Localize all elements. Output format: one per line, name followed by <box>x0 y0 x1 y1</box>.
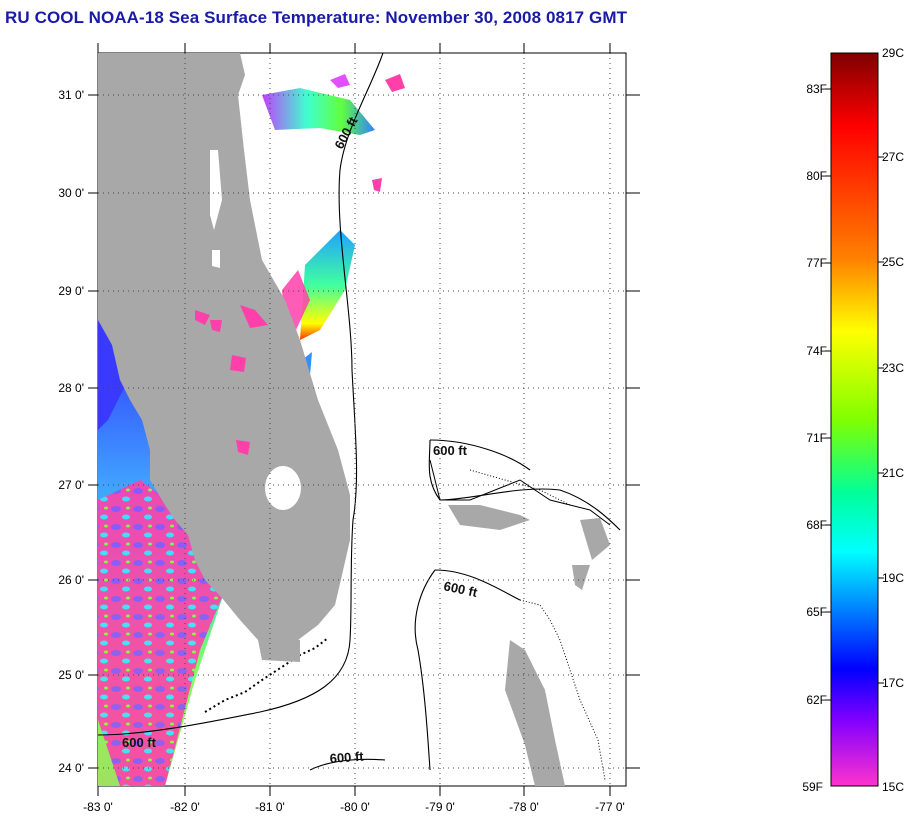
contour-label-little-bahama: 600 ft <box>433 443 468 458</box>
colorbar-label-21c: 21C <box>882 466 904 480</box>
map-title: RU COOL NOAA-18 Sea Surface Temperature:… <box>5 8 628 27</box>
bahamas-grand-bahama <box>448 505 530 530</box>
colorbar-label-83f: 83F <box>806 82 827 96</box>
lon-label-83: -83 0' <box>83 800 113 814</box>
bahamas-abaco <box>580 518 610 560</box>
longitude-ticks <box>97 43 611 796</box>
colorbar-label-25c: 25C <box>882 255 904 269</box>
colorbar-label-17c: 17C <box>882 676 904 690</box>
contour-label-southwest: 600 ft <box>122 735 157 750</box>
isobath-600ft-little-bahama <box>428 439 621 531</box>
contour-label-south: 600 ft <box>329 749 365 766</box>
lat-label-24: 24 0' <box>58 761 84 775</box>
isobath-600ft-tongue-west <box>414 569 436 771</box>
lake-okeechobee <box>265 466 301 510</box>
florida-keys <box>204 637 329 713</box>
colorbar <box>830 52 879 787</box>
latitude-ticks <box>88 94 640 769</box>
lon-label-78: -78 0' <box>509 800 539 814</box>
colorbar-label-19c: 19C <box>882 571 904 585</box>
east-sst-band <box>300 230 355 340</box>
colorbar-label-80f: 80F <box>806 169 827 183</box>
lon-label-79: -79 0' <box>425 800 455 814</box>
colorbar-label-74f: 74F <box>806 344 827 358</box>
colorbar-label-68f: 68F <box>806 518 827 532</box>
inland-cloud-1 <box>195 310 210 325</box>
lat-label-28: 28 0' <box>58 381 84 395</box>
colorbar-ticks-f <box>825 88 831 701</box>
colorbar-label-65f: 65F <box>806 605 827 619</box>
colorbar-label-15c: 15C <box>882 780 904 794</box>
isobath-600ft-florida <box>98 53 384 736</box>
colorbar-label-27c: 27C <box>882 150 904 164</box>
north-cloud-spot-2 <box>372 178 382 192</box>
isobath-600ft-little-bahama-north <box>429 439 531 471</box>
bahamas-reef <box>469 469 571 506</box>
colorbar-label-71f: 71F <box>806 431 827 445</box>
north-sst-band <box>262 88 375 135</box>
bahamas-andros <box>505 640 565 786</box>
inland-cloud-2 <box>240 305 268 328</box>
lat-label-31: 31 0' <box>58 88 84 102</box>
isobath-600ft-south <box>309 758 386 771</box>
inland-cloud-4 <box>230 355 246 372</box>
lat-label-26: 26 0' <box>58 573 84 587</box>
colorbar-label-77f: 77F <box>806 256 827 270</box>
contour-label-tongue: 600 ft <box>442 578 479 600</box>
inland-water-2 <box>212 250 220 268</box>
colorbar-ticks-c <box>878 156 884 684</box>
colorbar-label-29c: 29C <box>882 46 904 60</box>
lat-label-29: 29 0' <box>58 284 84 298</box>
lat-label-27: 27 0' <box>58 478 84 492</box>
graticule <box>98 53 626 786</box>
inland-cloud-3 <box>210 320 222 332</box>
lon-label-77: -77 0' <box>595 800 625 814</box>
west-cloud-mask <box>98 480 225 786</box>
lon-label-82: -82 0' <box>170 800 200 814</box>
isobath-600ft-tongue-north <box>434 569 521 601</box>
inland-cloud-5 <box>236 440 250 455</box>
lat-label-25: 25 0' <box>58 668 84 682</box>
colorbar-label-59f: 59F <box>802 780 823 794</box>
lon-label-81: -81 0' <box>255 800 285 814</box>
north-cloud-spot <box>385 74 405 92</box>
north-sst-spot <box>330 74 350 88</box>
inland-water-1 <box>210 150 222 230</box>
lat-label-30: 30 0' <box>58 186 84 200</box>
lon-label-80: -80 0' <box>340 800 370 814</box>
bahamas-eleuthera <box>572 565 590 590</box>
colorbar-label-23c: 23C <box>882 361 904 375</box>
colorbar-label-62f: 62F <box>806 693 827 707</box>
keys-land <box>258 640 300 662</box>
